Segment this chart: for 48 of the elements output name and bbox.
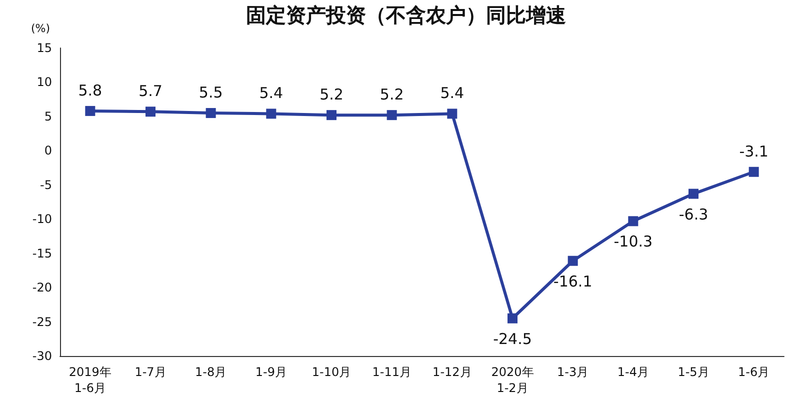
y-tick-label: 5	[44, 109, 52, 124]
data-label: -3.1	[739, 142, 768, 160]
data-label: 5.2	[380, 86, 404, 104]
x-tick-label: 1-12月	[432, 365, 472, 379]
chart-title: 固定资产投资（不含农户）同比增速	[246, 3, 566, 27]
x-tick-label: 1-7月	[134, 365, 166, 379]
x-tick-label: 1-10月	[312, 365, 352, 379]
x-tick-label: 2020年 1-2月	[491, 365, 534, 395]
data-label: 5.2	[320, 86, 344, 104]
data-label: 5.5	[198, 84, 223, 102]
point	[447, 108, 458, 119]
x-tick-label: 1-4月	[617, 365, 649, 379]
y-tick-label: -15	[32, 246, 52, 260]
point	[326, 110, 336, 120]
x-tick-label: 2019年 1-6月	[68, 365, 112, 395]
data-label: -6.3	[678, 205, 708, 224]
data-label: 5.7	[138, 82, 162, 100]
point	[568, 256, 578, 266]
x-tick-label: 1-8月	[195, 365, 227, 379]
y-tick-label: 15	[36, 41, 52, 55]
x-tick-label: 1-6月	[738, 365, 770, 379]
point	[508, 313, 518, 324]
y-tick-label: 10	[36, 75, 52, 90]
point	[688, 188, 698, 199]
point	[386, 110, 397, 120]
x-tick-label: 1-9月	[255, 365, 287, 379]
data-label: 5.4	[440, 84, 464, 102]
data-label: 5.4	[259, 84, 284, 102]
point	[85, 106, 96, 116]
y-tick-label: 0	[44, 144, 52, 158]
data-label: -16.1	[553, 272, 592, 290]
x-tick-label: 1-5月	[678, 365, 710, 379]
data-label: -24.5	[493, 330, 532, 348]
y-tick-label: -30	[32, 349, 52, 363]
y-axis-title: (%)	[30, 22, 50, 35]
y-tick-label: -25	[32, 314, 52, 329]
point	[206, 108, 216, 118]
y-tick-label: -5	[40, 178, 52, 192]
point	[266, 108, 276, 119]
x-tick-label: 1-3月	[557, 365, 589, 379]
point	[146, 106, 156, 117]
y-tick-label: -10	[32, 212, 52, 226]
point	[748, 166, 759, 177]
data-label: -10.3	[614, 232, 653, 251]
data-label: 5.8	[78, 81, 102, 100]
y-tick-label: -20	[32, 280, 52, 295]
point	[628, 216, 638, 226]
x-tick-label: 1-11月	[372, 365, 412, 379]
